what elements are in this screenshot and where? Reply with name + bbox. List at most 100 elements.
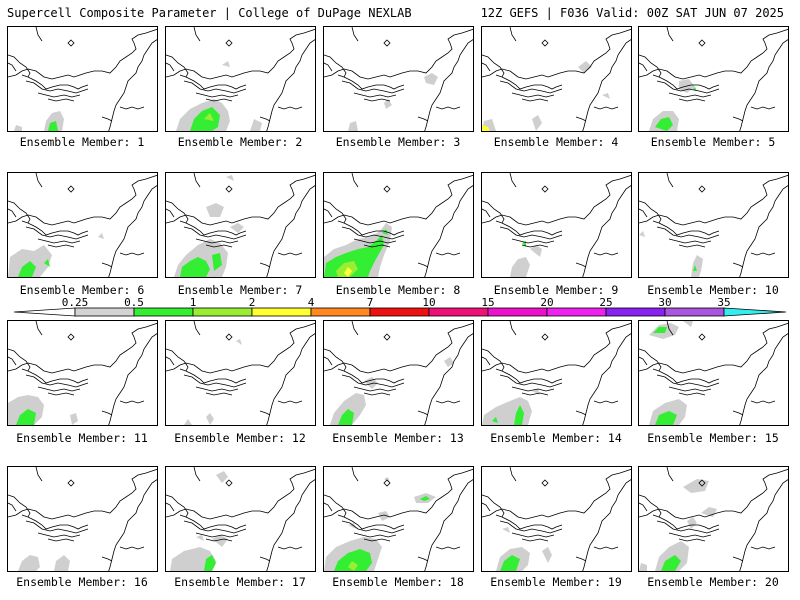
colorbar-tick-label: 4 bbox=[307, 296, 315, 309]
member-caption: Ensemble Member: 13 bbox=[332, 431, 464, 445]
member-caption: Ensemble Member: 7 bbox=[177, 283, 303, 297]
contour-shading bbox=[70, 413, 78, 425]
contour-shading bbox=[683, 479, 709, 493]
map-panel-member-19 bbox=[481, 466, 632, 572]
basemap bbox=[639, 321, 788, 425]
map-panel-member-2 bbox=[165, 26, 316, 132]
colorbar-tick-label: 0.25 bbox=[61, 296, 89, 309]
colorbar-segment bbox=[74, 307, 135, 317]
contour-shading bbox=[206, 203, 224, 217]
contour-shading bbox=[514, 405, 524, 425]
contour-shading bbox=[222, 61, 230, 67]
member-caption: Ensemble Member: 5 bbox=[650, 135, 776, 149]
contour-shading bbox=[530, 245, 542, 257]
map-panel-member-12 bbox=[165, 320, 316, 426]
map-panel-member-15 bbox=[638, 320, 789, 426]
member-caption: Ensemble Member: 9 bbox=[493, 283, 619, 297]
basemap bbox=[166, 467, 315, 571]
contour-shading bbox=[482, 397, 532, 425]
map-panel-member-7 bbox=[165, 172, 316, 278]
member-caption: Ensemble Member: 16 bbox=[16, 575, 148, 589]
contour-shading bbox=[180, 257, 210, 277]
colorbar-segment bbox=[664, 307, 725, 317]
contour-shading bbox=[661, 555, 681, 571]
contour-shading bbox=[170, 547, 216, 571]
product-title: Supercell Composite Parameter | College … bbox=[7, 6, 412, 20]
basemap bbox=[166, 321, 315, 425]
contour-shading bbox=[54, 555, 70, 571]
basemap bbox=[482, 321, 631, 425]
contour-shading bbox=[204, 113, 214, 121]
map-panel-member-4 bbox=[481, 26, 632, 132]
contour-shading bbox=[384, 99, 392, 109]
map-panel-member-1 bbox=[7, 26, 158, 132]
contour-shading bbox=[693, 265, 697, 271]
basemap bbox=[482, 467, 631, 571]
contour-shading bbox=[48, 121, 58, 131]
colorbar-tick-label: 25 bbox=[599, 296, 613, 309]
colorbar-tick-label: 30 bbox=[658, 296, 672, 309]
contour-shading bbox=[655, 117, 673, 131]
contour-shading bbox=[344, 267, 352, 277]
member-caption: Ensemble Member: 11 bbox=[16, 431, 148, 445]
contour-shading bbox=[230, 223, 244, 233]
contour-shading bbox=[206, 413, 214, 425]
contour-shading bbox=[216, 471, 228, 483]
contour-shading bbox=[18, 555, 40, 571]
map-panel-member-16 bbox=[7, 466, 158, 572]
colorbar-tick-label: 0.5 bbox=[124, 296, 144, 309]
member-caption: Ensemble Member: 2 bbox=[177, 135, 303, 149]
colorbar-right-arrow bbox=[723, 307, 787, 317]
contour-shading bbox=[602, 93, 610, 99]
contour-shading bbox=[492, 417, 498, 423]
basemap bbox=[639, 27, 788, 131]
contour-shading bbox=[16, 409, 36, 425]
basemap bbox=[324, 467, 473, 571]
basemap bbox=[482, 27, 631, 131]
colorbar-tick-label: 2 bbox=[248, 296, 256, 309]
colorbar-segment bbox=[192, 307, 253, 317]
contour-shading bbox=[655, 411, 677, 425]
contour-shading bbox=[655, 541, 689, 571]
basemap bbox=[639, 173, 788, 277]
contour-shading bbox=[542, 547, 552, 563]
colorbar-segment bbox=[369, 307, 430, 317]
member-caption: Ensemble Member: 14 bbox=[490, 431, 622, 445]
contour-shading bbox=[424, 73, 438, 85]
map-panel-member-20 bbox=[638, 466, 789, 572]
contour-shading bbox=[196, 535, 204, 541]
map-panel-member-10 bbox=[638, 172, 789, 278]
contour-shading bbox=[578, 61, 592, 73]
contour-shading bbox=[382, 229, 388, 235]
contour-shading bbox=[348, 523, 356, 529]
map-panel-member-5 bbox=[638, 26, 789, 132]
contour-shading bbox=[500, 555, 520, 571]
colorbar-tick-label: 20 bbox=[540, 296, 554, 309]
contour-shading bbox=[639, 231, 645, 237]
basemap bbox=[8, 173, 157, 277]
basemap bbox=[482, 173, 631, 277]
colorbar-segment bbox=[310, 307, 371, 317]
basemap bbox=[8, 467, 157, 571]
colorbar-tick-label: 15 bbox=[481, 296, 495, 309]
contour-shading bbox=[364, 377, 378, 389]
contour-shading bbox=[502, 527, 510, 533]
member-caption: Ensemble Member: 4 bbox=[493, 135, 619, 149]
colorbar-segment bbox=[251, 307, 312, 317]
contour-shading bbox=[212, 535, 228, 547]
contour-shading bbox=[420, 496, 430, 501]
basemap bbox=[166, 27, 315, 131]
contour-shading bbox=[44, 111, 64, 131]
colorbar-segment bbox=[487, 307, 548, 317]
member-caption: Ensemble Member: 12 bbox=[174, 431, 306, 445]
colorbar-tick-label: 10 bbox=[422, 296, 436, 309]
contour-shading bbox=[324, 235, 384, 277]
contour-shading bbox=[639, 563, 647, 571]
member-caption: Ensemble Member: 6 bbox=[19, 283, 145, 297]
contour-shading bbox=[250, 119, 262, 131]
colorbar-segment bbox=[605, 307, 666, 317]
map-panel-member-17 bbox=[165, 466, 316, 572]
member-caption: Ensemble Member: 8 bbox=[335, 283, 461, 297]
contour-shading bbox=[184, 419, 192, 425]
contour-shading bbox=[510, 257, 530, 277]
